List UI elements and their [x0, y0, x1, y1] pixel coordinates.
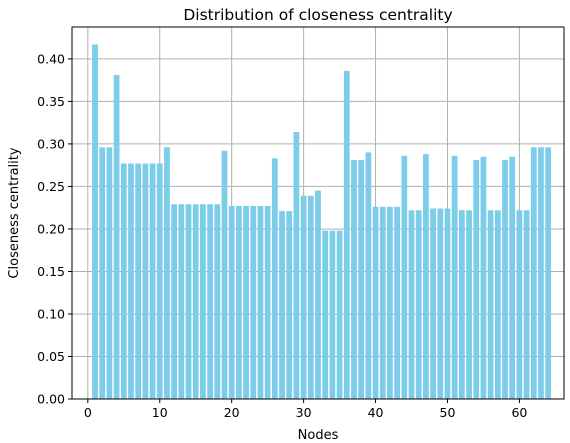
bar: [149, 163, 156, 399]
bar: [358, 160, 365, 399]
bar: [509, 156, 516, 399]
bar: [430, 208, 436, 399]
bar: [538, 147, 544, 399]
bar: [120, 163, 127, 399]
bar: [128, 163, 134, 399]
bar: [171, 204, 178, 399]
y-tick-label: 0.15: [37, 264, 65, 279]
bar: [530, 147, 537, 399]
bar: [322, 230, 329, 399]
y-tick-label: 0.25: [37, 179, 65, 194]
bar: [451, 155, 458, 399]
bar: [423, 154, 429, 399]
bar: [178, 204, 185, 399]
bar: [336, 230, 343, 399]
y-tick-label: 0.00: [37, 392, 65, 407]
bar: [221, 150, 228, 399]
bar: [401, 155, 408, 399]
bar: [365, 152, 372, 399]
bar: [257, 205, 264, 399]
x-tick-label: 50: [440, 405, 456, 420]
bar: [545, 147, 552, 399]
bar: [293, 132, 300, 399]
bar: [142, 163, 149, 399]
y-tick-label: 0.35: [37, 94, 65, 109]
axis-ticks: 0 10 20 30 40 50 60 0.00 0.05 0.10 0.15 0.20 0.25 0.3…: [37, 51, 527, 420]
y-tick-label: 0.10: [37, 306, 65, 321]
bar: [99, 147, 106, 399]
x-tick-label: 30: [296, 405, 312, 420]
bar: [271, 158, 278, 399]
bar: [408, 210, 415, 399]
bar: [466, 210, 472, 399]
bar: [379, 206, 386, 399]
bar: [207, 204, 213, 399]
bar: [502, 160, 508, 399]
bar: [444, 208, 451, 399]
bar: [516, 210, 523, 399]
y-tick-label: 0.20: [37, 221, 65, 236]
bar: [387, 206, 393, 399]
bar: [164, 147, 170, 399]
y-tick-label: 0.05: [37, 349, 65, 364]
bar: [394, 206, 400, 399]
bar: [106, 147, 113, 399]
bar: [228, 205, 235, 399]
bar: [185, 204, 192, 399]
y-tick-label: 0.30: [37, 136, 65, 151]
bar: [300, 195, 307, 399]
bar: [192, 204, 199, 399]
bar: [214, 204, 221, 399]
y-axis-label: Closeness centrality: [7, 147, 22, 278]
bar: [494, 210, 501, 399]
bar: [135, 163, 142, 399]
bar: [250, 205, 257, 399]
bar: [480, 156, 487, 399]
bar: [372, 206, 379, 399]
bar: [307, 195, 314, 399]
bar: [200, 204, 206, 399]
bar: [343, 70, 350, 400]
x-tick-label: 60: [511, 405, 527, 420]
bars: [92, 44, 552, 400]
bar: [156, 163, 163, 399]
bar: [264, 205, 271, 399]
bar: [286, 211, 293, 399]
chart-title: Distribution of closeness centrality: [183, 6, 452, 24]
bar: [329, 230, 336, 399]
y-tick-label: 0.40: [37, 51, 65, 66]
plot-frame: [71, 26, 565, 400]
x-axis-label: Nodes: [298, 428, 339, 443]
bar: [487, 210, 494, 399]
x-tick-label: 0: [84, 405, 92, 420]
bar: [113, 75, 120, 400]
x-tick-label: 10: [152, 405, 168, 420]
bar: [415, 210, 422, 399]
bar: [315, 190, 321, 399]
x-tick-label: 20: [224, 405, 240, 420]
bar: [236, 205, 242, 399]
x-tick-label: 40: [368, 405, 384, 420]
bar: [523, 210, 530, 399]
bar: [458, 210, 465, 399]
bar: [437, 208, 444, 399]
bar: [243, 205, 249, 399]
bar: [92, 44, 98, 400]
bar: [279, 211, 285, 399]
bar: [351, 160, 357, 399]
bar: [473, 160, 480, 399]
